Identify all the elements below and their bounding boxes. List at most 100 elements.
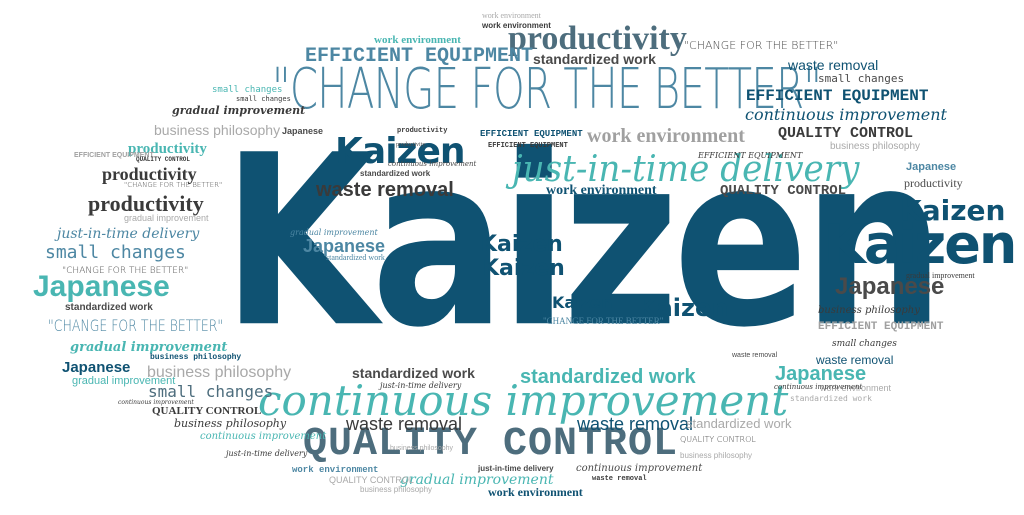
- word-business-philosophy-f3: gradual improvement: [124, 213, 209, 223]
- word-kaizen-right: Kaizen: [824, 213, 1017, 276]
- word-quality-control-f3: QUALITY CONTROL: [136, 156, 191, 163]
- word-business-philosophy-f4: work environment: [820, 383, 892, 393]
- word-efficient-equipment-f3: waste removal: [592, 475, 647, 483]
- word-work-environment-r: work environment: [587, 125, 745, 147]
- word-standardized-work-f3: EFFICIENT EQUIPMENT: [74, 152, 154, 159]
- word-gradual-f3: EFFICIENT EQUIPMENT: [698, 151, 803, 160]
- word-change-f2: QUALITY CONTROL: [680, 435, 756, 444]
- word-standardized-work-lowleft: standardized work: [352, 365, 475, 381]
- word-just-in-time-f1: business philosophy: [818, 305, 920, 316]
- word-efficient-equipment-r2: EFFICIENT EQUIPMENT: [818, 321, 944, 333]
- word-waste-removal-r2: waste removal: [816, 353, 894, 367]
- word-standardized-work-low: standardized work: [520, 366, 696, 388]
- word-standardized-work-right: work environment: [482, 21, 551, 30]
- word-work-environment-f4: standardized work: [326, 253, 385, 262]
- word-productivity-left2: productivity: [88, 191, 204, 216]
- word-efficient-equipment-f1: EFFICIENT EQUIPMENT: [480, 129, 583, 139]
- word-japanese-left: Japanese: [33, 270, 170, 303]
- word-continuous-improvement-r: continuous improvement: [745, 105, 947, 124]
- word-kaizen-c1: Kaizen: [480, 232, 563, 257]
- word-waste-removal-f1: gradual improvement: [72, 375, 176, 387]
- word-quality-control-f1: work environment: [292, 465, 379, 475]
- word-kaizen-main: Kaizen: [222, 104, 945, 380]
- word-productivity-left0: productivity: [128, 141, 207, 157]
- word-change-for-the-better-large: "CHANGE FOR THE BETTER": [272, 57, 822, 122]
- word-small-changes-f2: small changes: [212, 85, 283, 95]
- word-continuous-improvement-large: continuous improvement: [258, 376, 789, 425]
- word-efficient-equipment-f2: business philosophy: [150, 353, 242, 362]
- word-just-in-time-left: just-in-time delivery: [57, 226, 200, 242]
- word-kaizen-left: Kaizen: [335, 131, 466, 172]
- word-japanese-lowright: Japanese: [775, 363, 867, 385]
- word-efficient-equipment-top: EFFICIENT EQUIPMENT: [305, 45, 534, 68]
- word-japanese-topright: Japanese: [906, 161, 957, 173]
- word-standardized-work-mid: standardized work: [533, 51, 656, 67]
- word-just-in-time-f2: continuous improvement: [200, 431, 327, 442]
- word-efficient-equipment-f4: EFFICIENT EQUIPMENT: [488, 142, 568, 150]
- word-work-environment-m: work environment: [546, 183, 657, 198]
- word-business-philosophy-f6: business philosophy: [360, 485, 433, 494]
- word-continuous-f4: continuous improvement: [774, 383, 863, 391]
- word-japanese-mid: Japanese: [303, 236, 386, 256]
- word-change-left: "CHANGE FOR THE BETTER": [48, 316, 224, 335]
- word-continuous-f1: continuous improvement: [576, 463, 703, 474]
- word-kaizen-c2: Kaizen: [482, 256, 565, 281]
- word-gradual-f1: gradual improvement: [172, 104, 306, 117]
- word-small-changes-low: small changes: [148, 382, 274, 401]
- word-quality-control-r2: QUALITY CONTROL: [720, 183, 847, 199]
- word-productivity-f2: productivity: [396, 142, 426, 148]
- word-productivity-top: productivity: [508, 20, 687, 57]
- word-just-in-time-large: just-in-time delivery: [512, 149, 860, 190]
- word-standardized-work-f2: just-in-time delivery: [478, 464, 554, 473]
- word-work-environment-f2: QUALITY CONTROL: [152, 405, 262, 417]
- word-japanese-lowleft: Japanese: [62, 359, 131, 376]
- word-standardized-work-f4: standardized work: [360, 169, 431, 178]
- word-gradual-f4: just-in-time delivery: [226, 449, 308, 458]
- word-continuous-f5: continuous improvement: [118, 399, 194, 406]
- word-kaizen-c4: Kaizen: [552, 293, 613, 312]
- word-gradual-f2: small changes: [832, 339, 897, 349]
- word-productivity-right: productivity: [904, 176, 963, 190]
- word-business-philosophy-right: standardized work: [686, 416, 792, 431]
- word-just-in-time-f3: just-in-time delivery: [380, 381, 462, 390]
- word-business-philosophy-f7: business philosophy: [390, 445, 454, 452]
- word-waste-removal-low2: waste removal: [577, 414, 694, 434]
- word-work-environment-f5: work environment: [482, 11, 541, 20]
- word-waste-removal-f2: waste removal: [732, 352, 778, 359]
- word-work-environment-f3: gradual improvement: [906, 271, 975, 280]
- word-gradual-low: gradual improvement: [400, 472, 554, 488]
- word-kaizen-c3: Kaizen: [638, 294, 729, 322]
- word-quality-control-r1: QUALITY CONTROL: [778, 125, 914, 142]
- word-quality-control-large: QUALITY CONTROL: [303, 422, 679, 467]
- word-quality-control-f2: productivity: [397, 127, 448, 135]
- word-productivity-left1: productivity: [102, 164, 197, 184]
- word-japanese-f1: Japanese: [282, 126, 324, 136]
- word-waste-removal-r: waste removal: [788, 57, 879, 73]
- word-continuous-f3: continuous improvement: [388, 160, 477, 168]
- word-gradual-left: gradual improvement: [70, 340, 228, 355]
- word-business-philosophy-f5: business philosophy: [680, 451, 753, 460]
- word-efficient-equipment-r: EFFICIENT EQUIPMENT: [746, 87, 929, 105]
- word-business-philosophy-f2: QUALITY CONTROL: [329, 475, 414, 485]
- word-small-changes-f4: small changes: [236, 95, 291, 103]
- word-business-philosophy-left: business philosophy: [154, 122, 281, 138]
- word-change-f3: "CHANGE FOR THE BETTER": [62, 266, 189, 276]
- word-change-f1: "CHANGE FOR THE BETTER": [684, 39, 839, 52]
- word-gradual-f5: gradual improvement: [290, 228, 378, 237]
- word-small-changes-left: small changes: [45, 242, 186, 263]
- word-change-f4: "CHANGE FOR THE BETTER": [124, 181, 223, 189]
- word-work-environment-f1: work environment: [374, 34, 461, 46]
- word-waste-removal-low: waste removal: [346, 414, 463, 434]
- word-japanese-right: Japanese: [835, 273, 945, 300]
- word-waste-removal-mid: waste removal: [316, 179, 454, 201]
- word-productivity-f1: "CHANGE FOR THE BETTER": [543, 316, 664, 326]
- word-business-philosophy-f1: business philosophy: [830, 141, 921, 152]
- word-small-changes-f1: small changes: [818, 72, 905, 85]
- word-business-philosophy-low: business philosophy: [147, 364, 292, 381]
- word-small-changes-f3: standardized work: [790, 394, 872, 403]
- word-continuous-f2: business philosophy: [174, 417, 287, 430]
- word-work-environment-bottom: work environment: [488, 485, 583, 499]
- word-standardized-work-f1: standardized work: [65, 302, 153, 313]
- word-kaizen-r2: Kaizen: [900, 194, 1006, 227]
